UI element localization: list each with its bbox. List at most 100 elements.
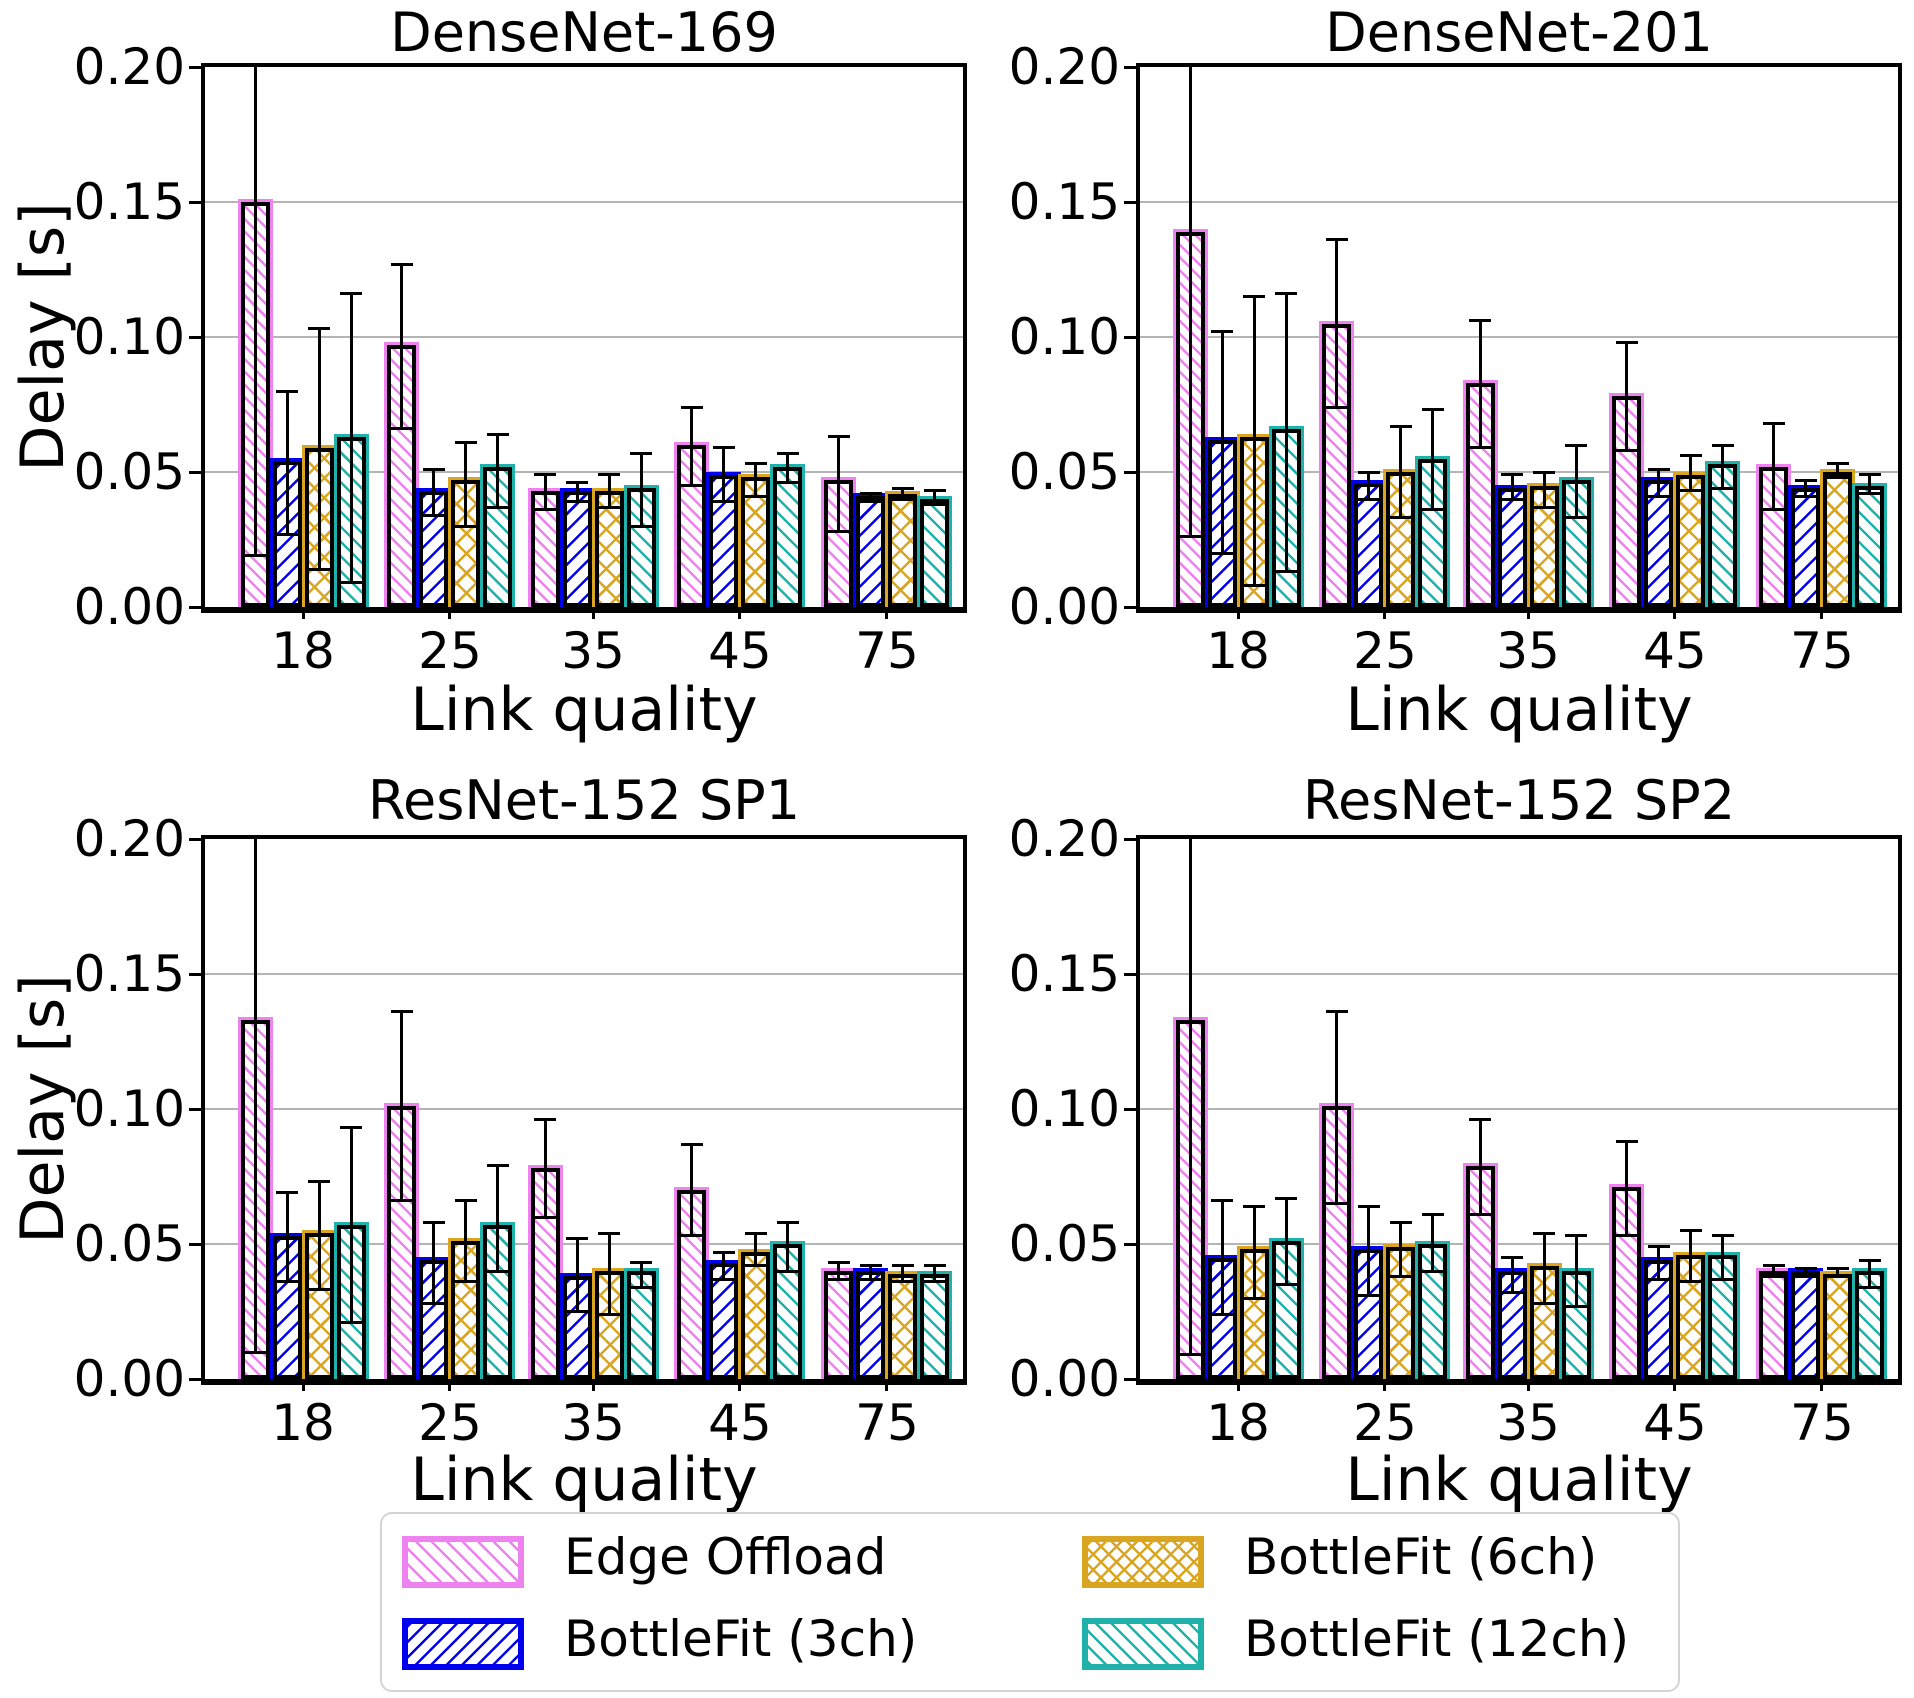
plot-area-resnet152sp1	[201, 835, 967, 1385]
error-bar	[786, 1222, 790, 1271]
error-bar	[432, 1222, 436, 1304]
error-bar	[1478, 1119, 1482, 1215]
bar-edge-offload-75	[1759, 466, 1789, 607]
bar-edge-offload-35	[1465, 1165, 1495, 1379]
plot-area-densenet169	[201, 63, 967, 613]
x-tick-mark	[738, 609, 742, 619]
bar-edge-offload-25	[1322, 323, 1352, 607]
error-bar-cap	[1243, 1296, 1265, 1300]
error-bar-cap	[1794, 1274, 1817, 1278]
error-bar-cap	[276, 1280, 298, 1284]
error-bar-cap	[630, 1285, 653, 1289]
bar-bottlefit-6ch-75	[1823, 472, 1853, 607]
error-bar-cap	[422, 1301, 445, 1305]
gridline	[1140, 336, 1898, 338]
error-bar	[496, 1165, 500, 1271]
bar-bottlefit-6ch-18	[304, 1233, 334, 1379]
error-bar-cap	[1647, 1245, 1670, 1249]
gridline	[205, 201, 963, 203]
error-bar	[754, 1233, 758, 1266]
y-tick-label: 0.00	[73, 578, 185, 636]
legend-label-bottlefit-12ch: BottleFit (12ch)	[1244, 1610, 1630, 1668]
bar-bottlefit-3ch-18	[1207, 1257, 1237, 1379]
error-bar-cap	[1826, 1274, 1849, 1278]
error-bar-cap	[1389, 516, 1412, 520]
error-bar	[1510, 1257, 1514, 1293]
x-tick-mark	[1526, 1381, 1530, 1391]
error-bar-cap	[340, 1126, 362, 1130]
error-bar	[349, 1127, 353, 1323]
error-bar-cap	[340, 581, 362, 585]
error-bar-cap	[859, 492, 882, 496]
error-bar	[690, 1144, 694, 1236]
error-bar-cap	[1794, 1266, 1817, 1270]
bar-bottlefit-3ch-75	[1791, 1271, 1821, 1379]
x-tick-mark	[1383, 609, 1387, 619]
x-tick-label: 18	[271, 622, 335, 680]
error-bar	[1188, 67, 1192, 537]
subplot-title-densenet201: DenseNet-201	[1325, 1, 1713, 64]
x-tick-label: 35	[1496, 622, 1560, 680]
y-tick-mark	[1124, 1377, 1136, 1381]
y-tick-mark	[1124, 200, 1136, 204]
error-bar-cap	[1565, 1304, 1588, 1308]
x-tick-mark	[1236, 1381, 1240, 1391]
error-bar-cap	[776, 481, 799, 485]
error-bar	[1335, 1011, 1339, 1204]
error-bar-cap	[1565, 516, 1588, 520]
error-bar	[1689, 455, 1693, 491]
error-bar-cap	[630, 451, 653, 455]
error-bar-cap	[1679, 454, 1702, 458]
x-tick-label: 45	[1643, 1394, 1707, 1452]
y-tick-mark	[1124, 605, 1136, 609]
error-bar-cap	[422, 513, 445, 517]
error-bar	[1431, 1214, 1435, 1271]
error-bar-cap	[1275, 570, 1297, 574]
error-bar-cap	[1389, 1220, 1412, 1224]
error-bar-cap	[827, 1261, 850, 1265]
error-bar	[754, 463, 758, 497]
x-axis-label-topright: Link quality	[1345, 675, 1693, 745]
y-tick-mark	[189, 1107, 201, 1111]
error-bar-cap	[454, 1280, 477, 1284]
error-bar-cap	[1389, 424, 1412, 428]
error-bar-cap	[486, 1269, 509, 1273]
x-axis-label-bottomright: Link quality	[1345, 1445, 1693, 1515]
x-tick-label: 18	[1206, 622, 1270, 680]
legend-label-bottlefit-3ch: BottleFit (3ch)	[564, 1610, 918, 1668]
legend-swatch-bottlefit-3ch	[402, 1618, 524, 1670]
error-bar-cap	[859, 1277, 882, 1281]
error-bar	[837, 436, 841, 532]
error-bar-cap	[1389, 1274, 1412, 1278]
error-bar	[1188, 839, 1192, 1355]
bar-bottlefit-6ch-45	[1676, 474, 1706, 607]
error-bar-cap	[1858, 492, 1881, 496]
error-bar-cap	[712, 1250, 735, 1254]
error-bar	[837, 1262, 841, 1280]
error-bar	[317, 328, 321, 570]
subplot-title-resnet152sp2: ResNet-152 SP2	[1302, 769, 1736, 832]
error-bar-cap	[923, 502, 946, 506]
subplot-title-resnet152sp1: ResNet-152 SP1	[367, 769, 801, 832]
subplot-title-densenet169: DenseNet-169	[390, 1, 778, 64]
error-bar	[575, 1238, 579, 1312]
error-bar	[1689, 1230, 1693, 1282]
y-tick-label: 0.15	[73, 173, 185, 231]
bar-edge-offload-35	[1465, 382, 1495, 607]
y-tick-label: 0.15	[73, 945, 185, 1003]
y-tick-label: 0.05	[73, 1215, 185, 1273]
error-bar	[1657, 469, 1661, 497]
error-bar-cap	[454, 1199, 477, 1203]
error-bar	[1399, 1222, 1403, 1277]
error-bar	[690, 407, 694, 486]
error-bar-cap	[566, 500, 589, 504]
error-bar-cap	[1325, 405, 1348, 409]
x-tick-label: 35	[561, 622, 625, 680]
error-bar-cap	[1357, 1204, 1380, 1208]
legend-box: Edge Offload BottleFit (3ch) BottleFit (…	[380, 1512, 1680, 1692]
error-bar	[1721, 1235, 1725, 1280]
bar-bottlefit-3ch-35	[1497, 1271, 1527, 1379]
error-bar	[1284, 293, 1288, 572]
error-bar-cap	[1711, 486, 1734, 490]
